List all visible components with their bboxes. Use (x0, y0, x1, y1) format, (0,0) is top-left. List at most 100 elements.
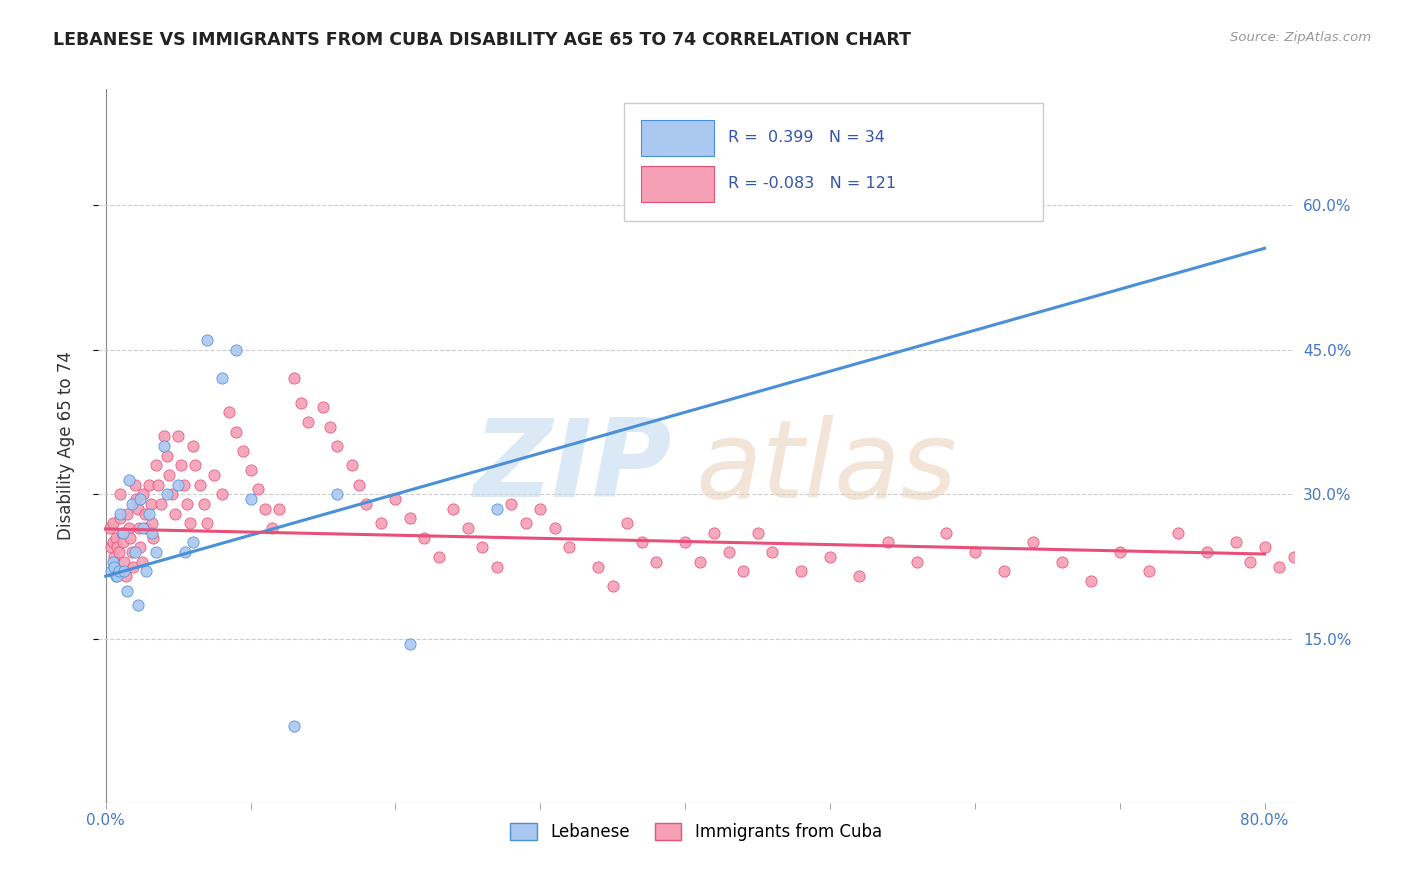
Point (135, 565, 157, 579)
Point (149, 497, 172, 511)
Point (152, 429, 174, 443)
Point (165, 507, 187, 521)
Point (176, 497, 198, 511)
Point (529, 501, 551, 516)
Text: ZIP: ZIP (474, 415, 672, 520)
Point (384, 491, 406, 506)
Point (139, 497, 162, 511)
Y-axis label: Disability Age 65 to 74: Disability Age 65 to 74 (56, 351, 75, 541)
Point (211, 371, 233, 385)
Point (225, 425, 247, 439)
Point (114, 565, 136, 579)
Text: atlas: atlas (696, 415, 957, 520)
Point (297, 415, 319, 429)
Point (312, 401, 335, 415)
Point (118, 521, 141, 535)
Point (195, 333, 218, 347)
Point (935, 525, 957, 540)
Point (457, 521, 479, 535)
Point (1108, 545, 1130, 559)
Point (155, 487, 177, 501)
Point (689, 555, 711, 569)
FancyBboxPatch shape (641, 120, 714, 155)
Point (356, 497, 378, 511)
Point (117, 507, 139, 521)
Point (717, 545, 740, 559)
Point (114, 555, 136, 569)
Point (673, 535, 696, 549)
FancyBboxPatch shape (641, 166, 714, 202)
Point (471, 541, 494, 555)
Point (761, 545, 783, 559)
Point (616, 516, 638, 530)
Point (1355, 549, 1378, 564)
Point (326, 487, 349, 501)
Point (162, 487, 184, 501)
Point (586, 559, 609, 574)
Point (485, 559, 508, 574)
Point (110, 525, 132, 540)
Point (121, 545, 143, 559)
Text: Source: ZipAtlas.com: Source: ZipAtlas.com (1230, 31, 1371, 45)
Point (167, 429, 190, 443)
Point (283, 371, 305, 385)
Point (173, 477, 195, 491)
Point (103, 559, 125, 574)
Point (104, 531, 127, 545)
Point (135, 521, 157, 535)
Point (107, 565, 129, 579)
Point (326, 439, 349, 453)
Point (269, 501, 291, 516)
Point (1253, 541, 1275, 555)
Point (239, 491, 262, 506)
Point (145, 458, 167, 473)
Point (179, 516, 201, 530)
Point (1195, 545, 1218, 559)
Point (232, 443, 254, 458)
Point (125, 491, 148, 506)
Point (1312, 541, 1334, 555)
Point (100, 541, 122, 555)
Point (127, 501, 149, 516)
Point (108, 511, 131, 525)
Point (146, 477, 169, 491)
Point (141, 525, 163, 540)
Point (142, 531, 165, 545)
Point (218, 405, 240, 419)
Point (120, 531, 142, 545)
Point (818, 549, 841, 564)
Point (202, 467, 225, 482)
Point (790, 565, 813, 579)
Point (485, 501, 508, 516)
Point (239, 463, 262, 477)
Point (731, 565, 754, 579)
Point (141, 516, 163, 530)
Point (193, 497, 215, 511)
Point (112, 525, 135, 540)
Point (441, 501, 464, 516)
Point (108, 487, 131, 501)
Point (427, 549, 450, 564)
Point (134, 507, 156, 521)
Point (122, 559, 145, 574)
Point (132, 487, 155, 501)
Point (170, 458, 193, 473)
Point (181, 439, 204, 453)
Point (1369, 531, 1392, 545)
Text: LEBANESE VS IMMIGRANTS FROM CUBA DISABILITY AGE 65 TO 74 CORRELATION CHART: LEBANESE VS IMMIGRANTS FROM CUBA DISABIL… (53, 31, 911, 49)
Point (105, 569, 128, 583)
Point (101, 516, 124, 530)
Point (413, 531, 436, 545)
Point (848, 569, 870, 583)
Point (167, 477, 190, 491)
Point (253, 501, 276, 516)
Point (1080, 574, 1102, 588)
Point (152, 439, 174, 453)
Point (129, 491, 152, 506)
Point (630, 535, 652, 549)
Point (195, 516, 218, 530)
Point (515, 516, 537, 530)
Point (262, 521, 284, 535)
Point (105, 541, 128, 555)
Point (877, 535, 900, 549)
